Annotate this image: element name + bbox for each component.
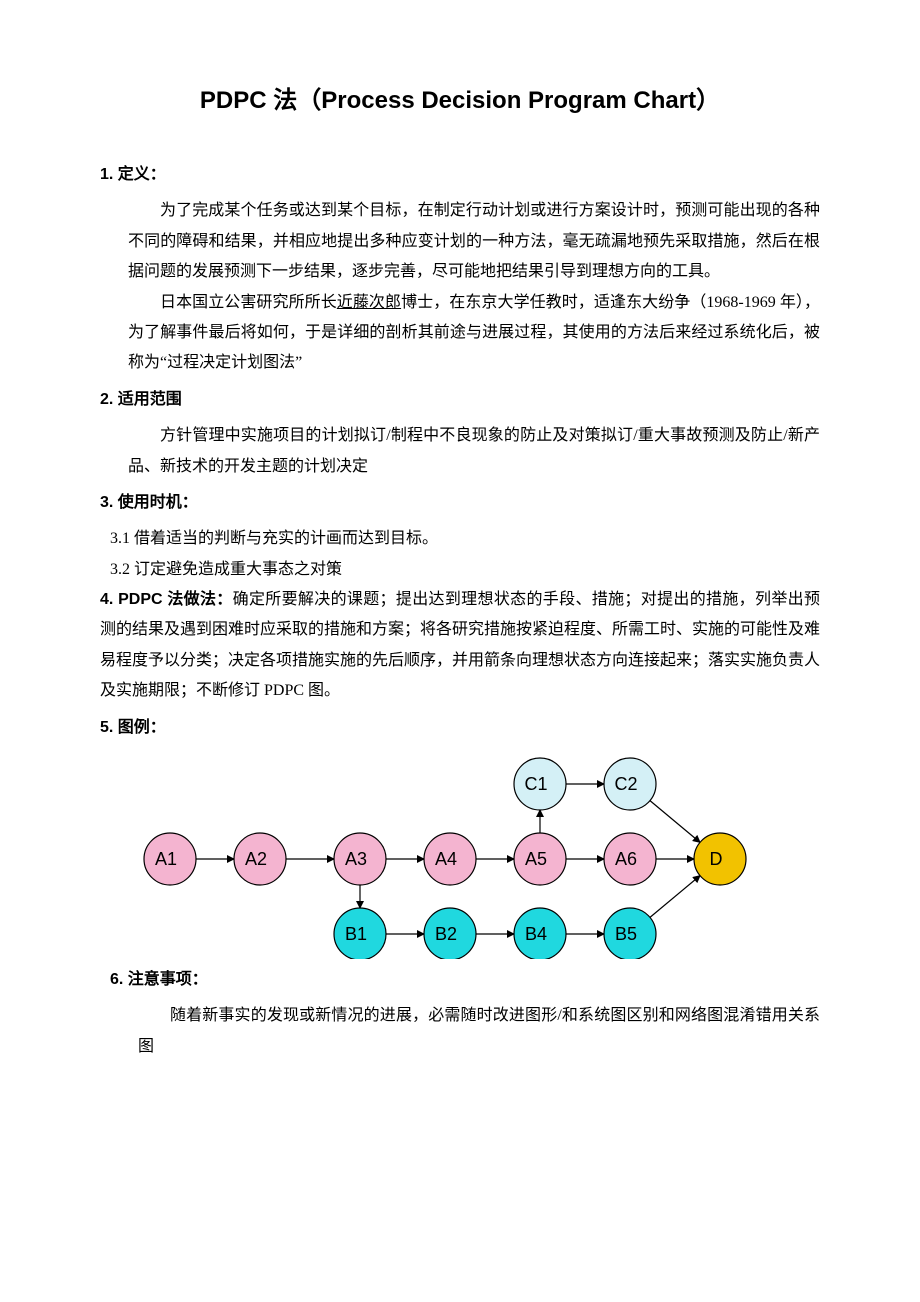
- section-4-row: 4. PDPC 法做法：确定所要解决的课题；提出达到理想状态的手段、措施；对提出…: [100, 585, 820, 707]
- section-5-heading: 5. 图例：: [100, 713, 820, 743]
- svg-text:A1: A1: [155, 849, 177, 869]
- section-2-heading: 2. 适用范围: [100, 385, 820, 415]
- node-A1: A1: [144, 833, 196, 885]
- page-title: PDPC 法（Process Decision Program Chart）: [100, 80, 820, 115]
- node-C2: C2: [604, 758, 656, 810]
- section-3-item-1: 3.1 借着适当的判断与充实的计画而达到目标。: [110, 524, 820, 554]
- node-B2: B2: [424, 908, 476, 959]
- svg-text:D: D: [710, 849, 723, 869]
- node-A2: A2: [234, 833, 286, 885]
- pdpc-diagram: A1 A2 A3 A4 A5 A6 D C1 C2 B1 B2 B4 B5: [128, 749, 848, 959]
- underlined-name: 近藤次郎: [337, 294, 401, 311]
- svg-text:C2: C2: [614, 774, 637, 794]
- section-4-heading: 4. PDPC 法做法：: [100, 591, 233, 608]
- section-1-para-2: 日本国立公害研究所所长近藤次郎博士，在东京大学任教时，适逢东大纷争（1968-1…: [128, 288, 820, 379]
- node-A5: A5: [514, 833, 566, 885]
- svg-text:B4: B4: [525, 924, 547, 944]
- svg-text:A5: A5: [525, 849, 547, 869]
- node-A4: A4: [424, 833, 476, 885]
- edge-C2-D: [650, 801, 700, 843]
- svg-text:A3: A3: [345, 849, 367, 869]
- node-B5: B5: [604, 908, 656, 959]
- node-D: D: [694, 833, 746, 885]
- svg-text:B1: B1: [345, 924, 367, 944]
- node-B1: B1: [334, 908, 386, 959]
- section-3-heading: 3. 使用时机：: [100, 488, 820, 518]
- svg-text:B2: B2: [435, 924, 457, 944]
- node-A6: A6: [604, 833, 656, 885]
- svg-text:A6: A6: [615, 849, 637, 869]
- pdpc-svg: A1 A2 A3 A4 A5 A6 D C1 C2 B1 B2 B4 B5: [128, 749, 768, 959]
- section-1-para-1: 为了完成某个任务或达到某个目标，在制定行动计划或进行方案设计时，预测可能出现的各…: [128, 196, 820, 287]
- node-A3: A3: [334, 833, 386, 885]
- section-2-para: 方针管理中实施项目的计划拟订/制程中不良现象的防止及对策拟订/重大事故预测及防止…: [128, 421, 820, 482]
- section-1-heading: 1. 定义：: [100, 160, 820, 190]
- section-6-heading: 6. 注意事项：: [110, 965, 820, 995]
- section-3-item-2: 3.2 订定避免造成重大事态之对策: [110, 555, 820, 585]
- node-C1: C1: [514, 758, 566, 810]
- svg-text:B5: B5: [615, 924, 637, 944]
- svg-text:A4: A4: [435, 849, 457, 869]
- text-run: 日本国立公害研究所所长: [160, 294, 337, 311]
- edge-B5-D: [650, 876, 700, 918]
- svg-text:A2: A2: [245, 849, 267, 869]
- section-6-para: 随着新事实的发现或新情况的进展，必需随时改进图形/和系统图区别和网络图混淆错用关…: [138, 1001, 820, 1062]
- svg-text:C1: C1: [524, 774, 547, 794]
- node-B4: B4: [514, 908, 566, 959]
